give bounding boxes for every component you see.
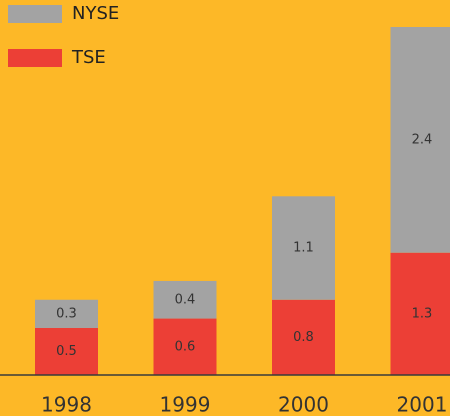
legend-label: NYSE	[72, 3, 119, 24]
bar-segment	[153, 280, 217, 319]
value-label: 2.4	[412, 132, 433, 147]
bar-segment	[35, 327, 98, 375]
value-label: 0.5	[56, 344, 77, 359]
legend-swatch	[8, 5, 62, 23]
value-label: 0.4	[175, 292, 196, 307]
x-tick-label: 1999	[160, 393, 211, 416]
bar-segment	[272, 196, 335, 300]
value-label: 1.3	[412, 306, 433, 321]
legend-swatch	[8, 49, 62, 67]
x-tick-label: 2001	[397, 393, 448, 416]
x-tick-label: 1998	[41, 393, 92, 416]
value-label: 0.6	[175, 339, 196, 354]
value-label: 0.3	[56, 306, 77, 321]
value-label: 0.8	[293, 330, 314, 345]
x-tick-label: 2000	[278, 393, 329, 416]
bar-segment	[153, 318, 217, 375]
bar-segment	[35, 299, 98, 328]
value-label: 1.1	[293, 241, 314, 256]
bar-segment	[272, 299, 335, 375]
legend-label: TSE	[71, 47, 106, 68]
bar-segment	[390, 252, 450, 375]
bar-segment	[390, 27, 450, 253]
